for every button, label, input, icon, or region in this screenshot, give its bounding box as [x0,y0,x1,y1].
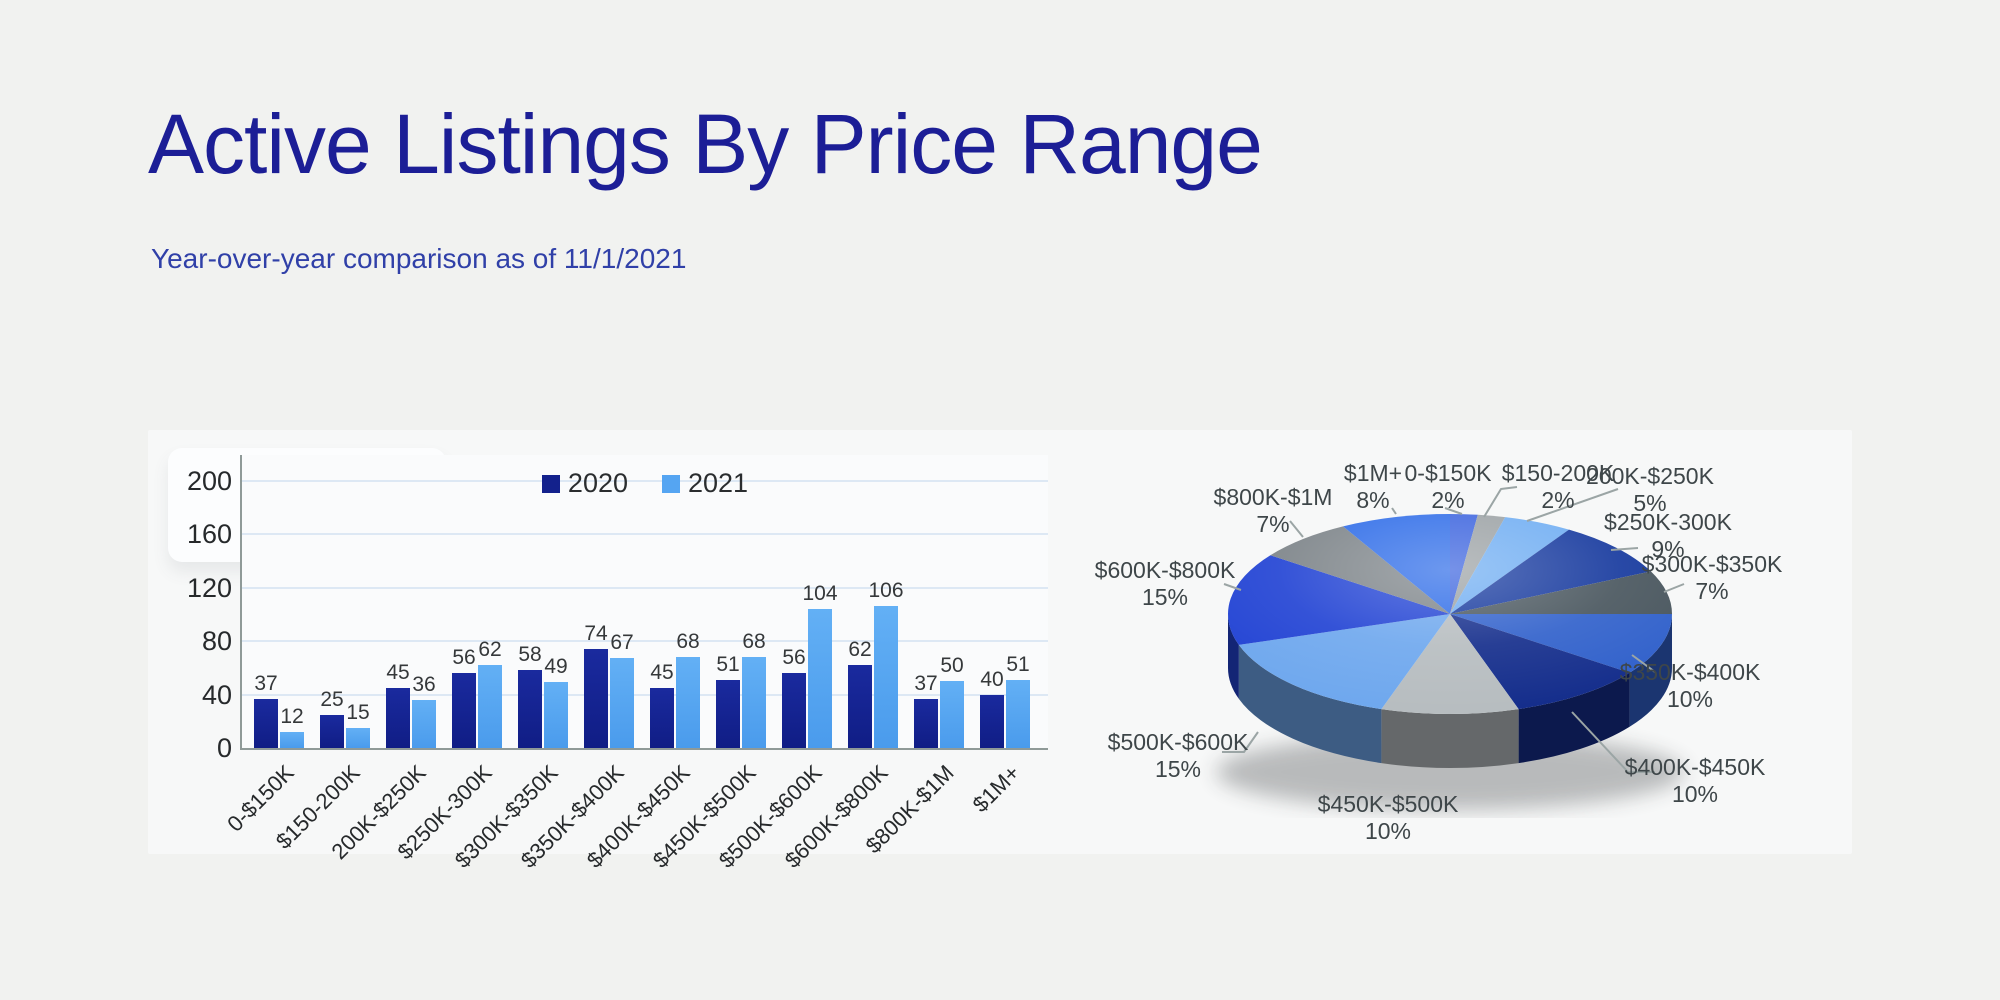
bar-2020-$350K-$400K [584,649,608,748]
pie-label-$350K-$400K: $350K-$400K 10% [1620,659,1761,712]
bar-value-label: 12 [280,704,304,728]
bar-value-label: 36 [412,672,436,696]
plot-area [242,455,1048,748]
legend-label: 2020 [567,468,628,498]
pie-leader-$600K-$800K [1223,583,1242,591]
pie-leader-$150-200K [1483,486,1518,518]
bar-2020-$500K-$600K [782,673,806,748]
grid-line [242,586,1048,589]
bar-2021-$1M+ [1006,679,1030,748]
pie-leader-$350K-$400K [1631,654,1656,673]
bar-value-label: 40 [980,667,1004,691]
bar-value-label: 58 [518,643,542,667]
chart-legend: 2020 2021 [242,468,1048,499]
pie-leader-$400K-$450K [1571,711,1655,773]
bar-value-label: 15 [346,700,370,724]
y-axis-tick-label: 0 [216,733,232,763]
legend-label: 2021 [688,468,749,498]
bar-value-label: 56 [782,646,806,670]
bar-2020-200K-$250K [386,687,410,748]
pie-leader-$300K-$350K [1663,583,1685,593]
bar-value-label: 37 [254,671,278,695]
bar-value-label: 67 [610,631,634,655]
page-title: Active Listings By Price Range [148,97,1263,191]
pie-label-$500K-$600K: $500K-$600K 15% [1108,729,1249,782]
pie-label-$400K-$450K: $400K-$450K 10% [1625,754,1766,807]
bar-value-label: 106 [868,579,904,603]
bar-2021-$450K-$500K [742,657,766,748]
pie-leader-0-$150K [1444,507,1463,515]
legend-swatch-2020 [541,474,560,493]
pie-leader-$250K-300K [1610,547,1639,551]
legend-item-2021: 2021 [662,468,748,499]
bar-2021-$500K-$600K [808,608,832,748]
bar-value-label: 50 [940,654,964,678]
pie-shadow [1216,734,1684,810]
y-axis-tick-label: 80 [201,626,232,656]
y-axis-tick-label: 120 [186,572,232,603]
pie-label-$1M+: $1M+ 8% [1344,460,1402,513]
pie-label-$150-200K: $150-200K 2% [1502,460,1615,513]
bar-2020-$1M+ [980,694,1004,748]
pie-label-$300K-$350K: $300K-$350K 7% [1642,551,1783,604]
page-subtitle: Year-over-year comparison as of 11/1/202… [151,243,687,274]
y-axis-line [240,455,242,750]
pie-leader-$800K-$1M [1289,520,1304,538]
bar-2021-$150-200K [346,727,370,748]
pie-label-200K-$250K: 200K-$250K 5% [1586,463,1715,516]
bar-2020-$450K-$500K [716,679,740,748]
y-axis-tick-label: 160 [186,519,232,549]
bar-value-label: 74 [584,622,608,646]
pie-label-$800K-$1M: $800K-$1M 7% [1214,484,1333,537]
bar-value-label: 56 [452,646,476,670]
y-axis-tick-label: 200 [186,465,232,496]
bar-2021-$600K-$800K [874,606,898,748]
y-axis-tick-label: 40 [201,679,232,710]
pie-label-$450K-$500K: $450K-$500K 10% [1318,791,1459,844]
bar-value-label: 45 [386,660,410,684]
bar-2020-$800K-$1M [914,698,938,748]
grid-line [242,479,1048,482]
grid-line [242,640,1048,642]
pie-leader-$1M+ [1391,507,1397,515]
bar-value-label: 62 [478,638,502,662]
pie-label-$250K-300K: $250K-300K 9% [1604,509,1733,562]
x-axis-line [240,748,1048,750]
bar-2020-$150-200K [320,714,344,748]
bar-value-label: 62 [848,638,872,662]
bar-2020-$400K-$450K [650,687,674,748]
pie-chart: 0-$150K 2%$150-200K 2%200K-$250K 5%$250K-30… [1095,460,1783,844]
pie-leader-$500K-$600K [1222,731,1259,753]
bar-2021-$400K-$450K [676,657,700,748]
bar-2020-$300K-$350K [518,670,542,748]
pie-leader-200K-$250K [1526,488,1619,522]
bar-2021-0-$150K [280,731,304,748]
bar-2020-$250K-300K [452,673,476,748]
bar-value-label: 51 [716,652,740,676]
legend-swatch-2021 [662,474,680,493]
bar-value-label: 45 [650,660,674,684]
bar-value-label: 104 [802,581,838,605]
bar-2020-0-$150K [254,698,278,748]
bar-value-label: 25 [320,687,344,711]
pie-label-0-$150K: 0-$150K 2% [1405,460,1493,513]
legend-item-2020: 2020 [541,468,628,499]
bar-2021-$800K-$1M [940,681,964,748]
bar-2021-$350K-$400K [610,658,634,748]
grid-line [242,533,1048,535]
bar-value-label: 68 [742,630,766,654]
bar-value-label: 37 [914,671,938,695]
pie-slice-side-$450K-$500K [1381,709,1519,768]
bar-2021-$250K-300K [478,665,502,748]
pie-label-$600K-$800K: $600K-$800K 15% [1095,557,1236,610]
bar-value-label: 68 [676,630,700,654]
bar-2021-200K-$250K [412,699,436,748]
bar-2020-$600K-$800K [848,665,872,748]
bar-value-label: 51 [1006,652,1030,676]
bar-value-label: 49 [544,655,568,679]
bar-2021-$300K-$350K [544,682,568,748]
grid-line [242,693,1048,696]
